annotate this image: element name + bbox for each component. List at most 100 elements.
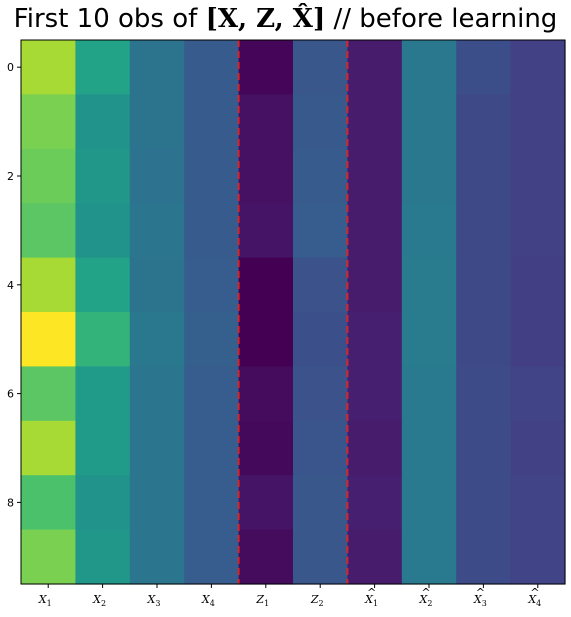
heatmap-cell <box>21 312 76 367</box>
heatmap-cell <box>184 420 240 476</box>
heatmap-cell <box>510 40 566 95</box>
heatmap-cell <box>129 40 185 95</box>
heatmap-cell <box>456 312 512 367</box>
heatmap-cell <box>129 94 185 150</box>
heatmap-cell <box>129 475 185 531</box>
heatmap-cell <box>238 94 294 150</box>
heatmap-cell <box>129 148 185 204</box>
y-tick-label: 0 <box>7 61 14 74</box>
heatmap-cell <box>129 203 185 259</box>
heatmap-cell <box>238 312 294 367</box>
heatmap-cell <box>21 366 76 422</box>
chart-title: First 10 obs of [X, Z, X̂] // before lea… <box>0 4 571 34</box>
chart-title-prefix: First 10 obs of <box>13 4 206 34</box>
heatmap-cell <box>347 475 403 531</box>
heatmap-cell <box>401 148 457 204</box>
heatmap-cell <box>510 257 566 313</box>
x-tick-label: X3 <box>147 593 161 608</box>
heatmap-cell <box>75 148 131 204</box>
x-tick-hat: ^ <box>476 586 485 599</box>
x-tick-hat: ^ <box>367 586 376 599</box>
x-tick-hat: ^ <box>421 586 430 599</box>
heatmap-cell <box>75 366 131 422</box>
heatmap-cell <box>293 40 348 95</box>
heatmap-cell <box>129 257 185 313</box>
heatmap-cell <box>510 420 566 476</box>
heatmap-cell <box>510 529 566 585</box>
heatmap-cell <box>401 366 457 422</box>
heatmap-cell <box>184 475 240 531</box>
heatmap-cell <box>75 475 131 531</box>
heatmap-cell <box>401 475 457 531</box>
heatmap-cell <box>347 529 403 585</box>
heatmap-cell <box>238 529 294 585</box>
heatmap-cell <box>184 257 240 313</box>
heatmap-cell <box>510 312 566 367</box>
heatmap-cell <box>238 475 294 531</box>
heatmap-cell <box>238 203 294 259</box>
heatmap-cell <box>456 529 512 585</box>
heatmap-cell <box>293 475 348 531</box>
heatmap-cell <box>456 203 512 259</box>
heatmap-cell <box>347 148 403 204</box>
y-tick-label: 8 <box>7 496 14 509</box>
y-tick-label: 6 <box>7 388 14 401</box>
heatmap-cell <box>456 475 512 531</box>
heatmap-cell <box>510 148 566 204</box>
heatmap-cell <box>21 148 76 204</box>
x-tick-label: Z1 <box>255 593 269 608</box>
column-separators <box>237 40 349 584</box>
heatmap-cell <box>456 366 512 422</box>
heatmap-cell <box>347 366 403 422</box>
heatmap-cell <box>184 94 240 150</box>
heatmap-cell <box>347 40 403 95</box>
heatmap-cell <box>293 257 348 313</box>
heatmap-cell <box>184 529 240 585</box>
heatmap-cell <box>21 420 76 476</box>
heatmap-cell <box>456 257 512 313</box>
heatmap-cell <box>129 312 185 367</box>
heatmap-cell <box>238 40 294 95</box>
heatmap-cell <box>238 148 294 204</box>
x-tick-label: X1 <box>38 593 52 608</box>
heatmap-cell <box>21 203 76 259</box>
heatmap-cell <box>75 40 131 95</box>
x-tick-label: Z2 <box>310 593 324 608</box>
heatmap-cell <box>184 40 240 95</box>
heatmap-cell <box>293 420 348 476</box>
chart-title-suffix: // before learning <box>325 4 558 34</box>
heatmap-cell <box>293 203 348 259</box>
heatmap-cell <box>75 529 131 585</box>
heatmap-cell <box>238 420 294 476</box>
x-tick-label: X3 <box>473 593 487 608</box>
heatmap-cell <box>293 312 348 367</box>
x-tick-label: X4 <box>201 593 215 608</box>
x-tick-label: X1 <box>364 593 378 608</box>
heatmap-cell <box>293 148 348 204</box>
heatmap-cell <box>401 203 457 259</box>
heatmap-cell <box>75 94 131 150</box>
x-tick-hat: ^ <box>530 586 539 599</box>
heatmap-cell <box>401 40 457 95</box>
heatmap-cell <box>129 420 185 476</box>
heatmap-cell <box>401 312 457 367</box>
x-tick-label: X4 <box>527 593 541 608</box>
heatmap-cell <box>238 366 294 422</box>
heatmap-cell <box>401 529 457 585</box>
heatmap-cell <box>293 366 348 422</box>
heatmap-cell <box>129 366 185 422</box>
heatmap-cell <box>347 94 403 150</box>
heatmap-cell <box>401 94 457 150</box>
heatmap-cell <box>21 529 76 585</box>
heatmap-cell <box>510 203 566 259</box>
heatmap-cell <box>347 312 403 367</box>
y-axis: 0 2 4 6 8 <box>7 61 21 509</box>
x-axis: X1 X2 X3 X4 Z1 Z2 X1^X2^X3^X4^ <box>38 584 541 608</box>
y-tick-label: 2 <box>7 170 14 183</box>
heatmap-cell <box>456 420 512 476</box>
heatmap-cell <box>347 257 403 313</box>
heatmap-cell <box>510 94 566 150</box>
heatmap-cell <box>347 420 403 476</box>
heatmap-cell <box>456 94 512 150</box>
